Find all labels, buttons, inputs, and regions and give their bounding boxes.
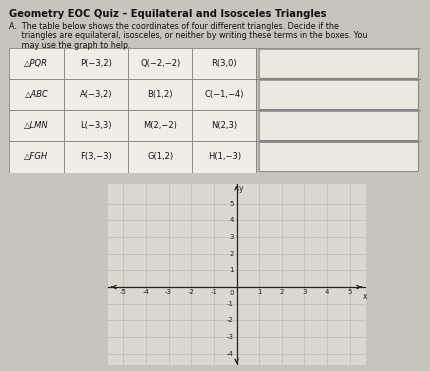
Bar (192, 141, 256, 173)
Text: △LMN: △LMN (24, 121, 49, 131)
Bar (9, 79, 64, 111)
Text: -1: -1 (210, 289, 218, 295)
Text: 3: 3 (302, 289, 307, 295)
Bar (256, 48, 421, 79)
Text: 0: 0 (229, 289, 234, 296)
Text: -2: -2 (188, 289, 195, 295)
Bar (256, 141, 421, 173)
FancyBboxPatch shape (259, 142, 418, 172)
Text: -3: -3 (227, 334, 234, 340)
Bar (128, 111, 192, 141)
Text: △FGH: △FGH (25, 152, 49, 161)
Text: A(−3,2): A(−3,2) (80, 90, 113, 99)
Text: 2: 2 (280, 289, 284, 295)
Text: C(−1,−4): C(−1,−4) (205, 90, 244, 99)
Text: 5: 5 (347, 289, 352, 295)
Text: M(2,−2): M(2,−2) (143, 121, 177, 131)
Text: F(3,−3): F(3,−3) (80, 152, 112, 161)
Text: 5: 5 (230, 201, 234, 207)
Text: P(−3,2): P(−3,2) (80, 59, 112, 68)
Text: -2: -2 (227, 318, 234, 324)
Text: Q(−2,−2): Q(−2,−2) (140, 59, 181, 68)
Text: 2: 2 (230, 251, 234, 257)
Bar (256, 79, 421, 111)
Bar (64, 111, 128, 141)
Bar (128, 141, 192, 173)
Bar (9, 48, 64, 79)
Text: Geometry EOC Quiz – Equilateral and Isosceles Triangles: Geometry EOC Quiz – Equilateral and Isos… (9, 9, 326, 19)
Text: N(2,3): N(2,3) (211, 121, 237, 131)
Bar (64, 141, 128, 173)
Text: △PQR: △PQR (25, 59, 49, 68)
Text: 1: 1 (229, 267, 234, 273)
Text: -4: -4 (227, 351, 234, 357)
Text: -4: -4 (142, 289, 149, 295)
Text: B(1,2): B(1,2) (147, 90, 173, 99)
Text: 3: 3 (229, 234, 234, 240)
Text: 1: 1 (257, 289, 261, 295)
Bar (192, 79, 256, 111)
Bar (64, 48, 128, 79)
FancyBboxPatch shape (259, 49, 418, 78)
Bar (9, 141, 64, 173)
Text: -1: -1 (227, 301, 234, 307)
Bar (128, 48, 192, 79)
Text: may use the graph to help.: may use the graph to help. (9, 41, 130, 50)
Bar (9, 111, 64, 141)
Bar (128, 79, 192, 111)
Text: triangles are equilateral, isosceles, or neither by writing these terms in the b: triangles are equilateral, isosceles, or… (9, 31, 367, 40)
Text: x: x (363, 292, 368, 301)
Bar (256, 111, 421, 141)
Text: 4: 4 (325, 289, 329, 295)
Text: A.  The table below shows the coordinates of four different triangles. Decide if: A. The table below shows the coordinates… (9, 22, 338, 30)
FancyBboxPatch shape (259, 80, 418, 109)
Text: R(3,0): R(3,0) (212, 59, 237, 68)
Text: -3: -3 (165, 289, 172, 295)
Text: 4: 4 (230, 217, 234, 223)
Text: G(1,2): G(1,2) (147, 152, 173, 161)
Bar (64, 79, 128, 111)
Text: △ABC: △ABC (25, 90, 49, 99)
FancyBboxPatch shape (259, 111, 418, 141)
Text: L(−3,3): L(−3,3) (80, 121, 112, 131)
Text: y: y (239, 184, 244, 194)
Text: -5: -5 (120, 289, 127, 295)
Bar (192, 48, 256, 79)
Text: H(1,−3): H(1,−3) (208, 152, 241, 161)
Bar (192, 111, 256, 141)
